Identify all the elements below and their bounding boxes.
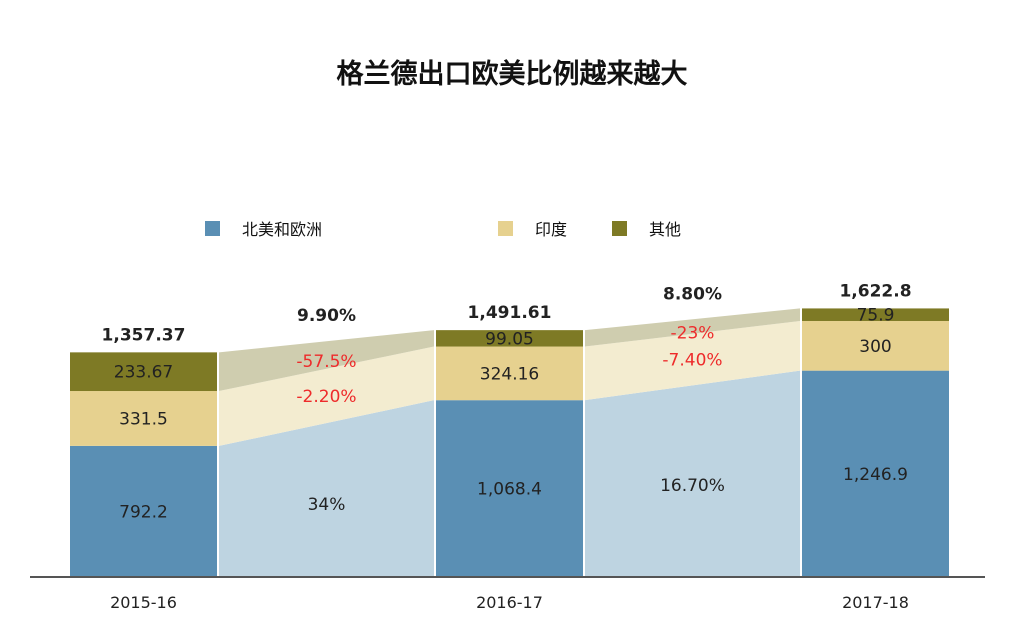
value-label: 331.5 [119, 409, 168, 429]
bar-segment [436, 400, 583, 577]
change-label: 34% [308, 495, 346, 515]
bar-segment [70, 445, 217, 577]
value-label: 324.16 [480, 364, 539, 384]
bar-segment [802, 308, 949, 321]
value-label: 233.67 [114, 363, 173, 383]
x-tick-label: 2017-18 [842, 593, 909, 612]
value-label: 792.2 [119, 502, 168, 522]
value-label: 1,068.4 [477, 480, 542, 500]
connector-band [585, 320, 800, 401]
value-label: 1,246.9 [843, 465, 908, 485]
legend-item-north-america-europe: 北美和欧洲 [205, 216, 322, 240]
total-change-label: 8.80% [663, 284, 722, 304]
x-tick-label: 2016-17 [476, 593, 543, 612]
legend-swatch [612, 220, 627, 236]
change-label: -57.5% [296, 352, 356, 372]
bar-segment [802, 320, 949, 371]
change-label: -2.20% [296, 387, 356, 407]
change-label: -7.40% [662, 351, 722, 371]
bar-segment [436, 346, 583, 401]
bar-segment [70, 352, 217, 392]
legend-swatch [205, 220, 220, 236]
value-label: 75.9 [857, 306, 895, 326]
legend-swatch [498, 220, 513, 236]
total-label: 1,357.37 [102, 325, 186, 345]
change-label: -23% [671, 324, 715, 344]
value-label: 300 [859, 337, 891, 357]
bar-segment [436, 330, 583, 347]
bar-segment [802, 370, 949, 577]
connector-band [219, 330, 434, 392]
x-tick-label: 2015-16 [110, 593, 177, 612]
legend-label: 印度 [535, 220, 568, 239]
connector-band [585, 308, 800, 347]
total-label: 1,491.61 [468, 303, 552, 323]
connector-band [585, 370, 800, 577]
connector-band [219, 400, 434, 577]
change-label: 16.70% [660, 476, 725, 496]
total-change-label: 9.90% [297, 306, 356, 326]
value-label: 99.05 [485, 329, 534, 349]
total-label: 1,622.8 [839, 281, 911, 301]
bar-segment [70, 391, 217, 446]
legend-item-other: 其他 [612, 216, 681, 240]
legend-label: 其他 [649, 220, 682, 239]
chart-title: 格兰德出口欧美比例越来越大 [336, 59, 688, 90]
legend-item-india: 印度 [498, 216, 567, 240]
connector-band [219, 346, 434, 446]
legend-label: 北美和欧洲 [242, 220, 323, 239]
